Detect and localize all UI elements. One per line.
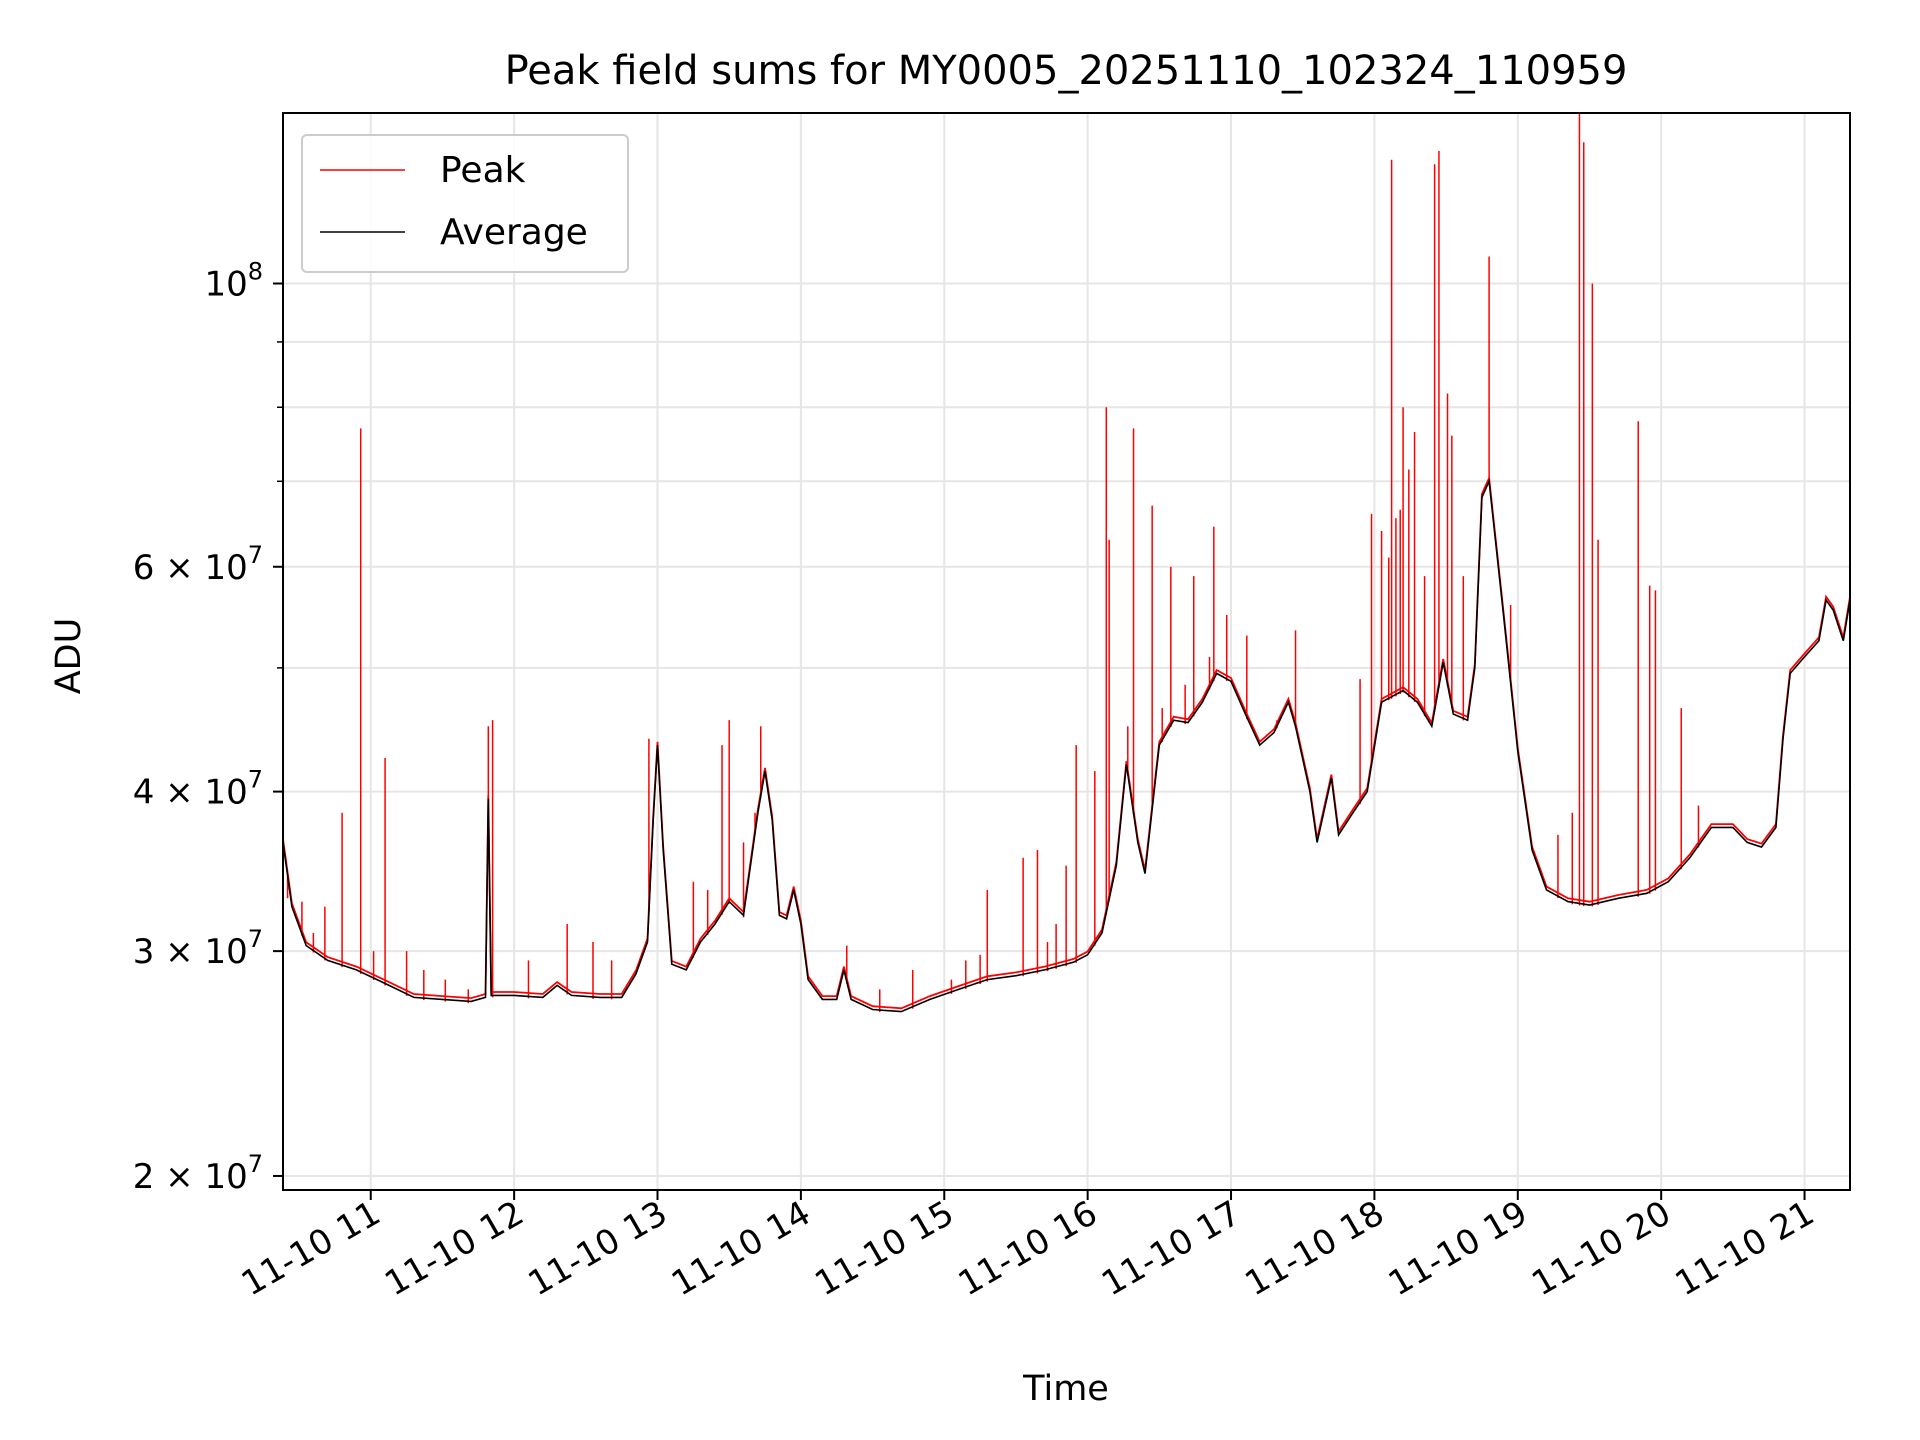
y-tick-label: 2 × 107 (133, 1150, 263, 1197)
x-axis-label: Time (1022, 1369, 1109, 1409)
y-tick-label: 3 × 107 (133, 925, 263, 972)
peak-line (282, 474, 1851, 1010)
plot-frame (282, 112, 1851, 1191)
y-tick-label: 4 × 107 (133, 766, 263, 813)
average-line (282, 478, 1851, 1013)
legend-label-average: Average (440, 212, 588, 253)
chart-title: Peak field sums for MY0005_20251110_1023… (505, 48, 1628, 94)
legend-label-peak: Peak (440, 150, 526, 191)
average-series (282, 478, 1851, 1013)
legend: Peak Average (301, 134, 629, 273)
y-tick-label: 6 × 107 (133, 541, 263, 588)
y-axis-label: ADU (49, 618, 89, 695)
peak-series (282, 113, 1851, 1013)
grid (283, 113, 1850, 1190)
